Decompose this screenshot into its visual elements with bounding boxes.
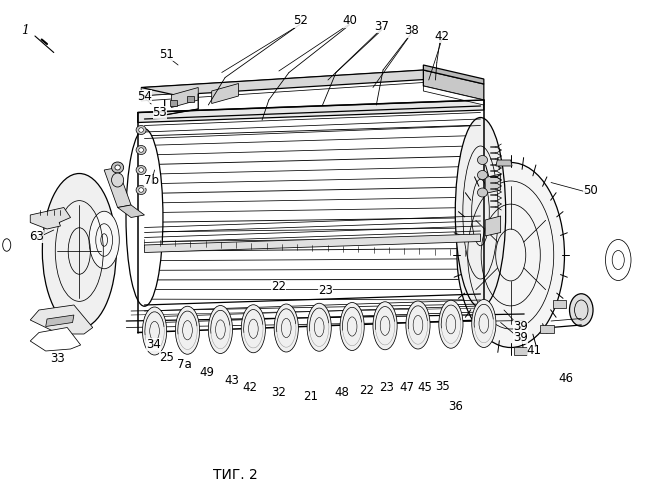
Text: 39: 39 bbox=[513, 320, 528, 332]
Text: 43: 43 bbox=[224, 374, 239, 388]
Ellipse shape bbox=[138, 188, 144, 192]
Polygon shape bbox=[485, 174, 501, 194]
Polygon shape bbox=[187, 96, 194, 102]
Ellipse shape bbox=[138, 168, 144, 172]
Ellipse shape bbox=[175, 306, 200, 354]
Text: 7a: 7a bbox=[177, 358, 192, 372]
Ellipse shape bbox=[439, 300, 463, 348]
Text: 39: 39 bbox=[513, 331, 528, 344]
Text: 7b: 7b bbox=[144, 174, 159, 188]
Ellipse shape bbox=[457, 162, 564, 348]
Polygon shape bbox=[212, 84, 239, 103]
Ellipse shape bbox=[136, 126, 146, 134]
Ellipse shape bbox=[373, 302, 397, 350]
Polygon shape bbox=[540, 326, 554, 334]
Polygon shape bbox=[171, 88, 198, 108]
Ellipse shape bbox=[136, 146, 146, 154]
Ellipse shape bbox=[136, 166, 146, 174]
Text: 1: 1 bbox=[22, 24, 30, 36]
Ellipse shape bbox=[112, 162, 124, 173]
Polygon shape bbox=[553, 300, 566, 308]
Text: 33: 33 bbox=[50, 352, 65, 366]
Ellipse shape bbox=[340, 302, 364, 350]
Text: 21: 21 bbox=[303, 390, 318, 402]
Polygon shape bbox=[144, 234, 480, 252]
Polygon shape bbox=[138, 100, 484, 122]
Polygon shape bbox=[30, 305, 93, 334]
Ellipse shape bbox=[455, 118, 505, 308]
Text: 23: 23 bbox=[379, 381, 394, 394]
Polygon shape bbox=[485, 216, 501, 236]
Text: 63: 63 bbox=[30, 230, 44, 242]
Polygon shape bbox=[423, 86, 484, 105]
Polygon shape bbox=[141, 70, 423, 96]
Polygon shape bbox=[30, 208, 71, 229]
Ellipse shape bbox=[208, 306, 233, 354]
Polygon shape bbox=[423, 70, 484, 100]
Polygon shape bbox=[514, 346, 528, 354]
Text: 40: 40 bbox=[342, 14, 357, 28]
Text: 52: 52 bbox=[294, 14, 308, 28]
Text: 48: 48 bbox=[334, 386, 349, 399]
Ellipse shape bbox=[477, 170, 487, 179]
Text: 51: 51 bbox=[159, 48, 174, 60]
Text: 41: 41 bbox=[527, 344, 542, 358]
Ellipse shape bbox=[605, 240, 631, 281]
Polygon shape bbox=[141, 78, 423, 101]
Text: 23: 23 bbox=[319, 284, 333, 298]
Polygon shape bbox=[423, 65, 484, 84]
Ellipse shape bbox=[42, 174, 116, 328]
Ellipse shape bbox=[406, 301, 430, 349]
Polygon shape bbox=[496, 160, 512, 166]
Text: 42: 42 bbox=[243, 381, 257, 394]
Polygon shape bbox=[118, 205, 144, 218]
Polygon shape bbox=[104, 168, 131, 207]
Text: 37: 37 bbox=[374, 20, 389, 32]
Text: 46: 46 bbox=[558, 372, 573, 386]
Text: 47: 47 bbox=[399, 381, 414, 394]
Text: 22: 22 bbox=[359, 384, 374, 396]
Text: 53: 53 bbox=[153, 106, 167, 119]
Ellipse shape bbox=[274, 304, 298, 352]
Text: 50: 50 bbox=[583, 184, 597, 198]
Polygon shape bbox=[170, 100, 177, 105]
Text: 54: 54 bbox=[137, 90, 152, 102]
Ellipse shape bbox=[472, 300, 496, 348]
Text: 45: 45 bbox=[417, 381, 432, 394]
Ellipse shape bbox=[112, 173, 124, 187]
Text: 38: 38 bbox=[404, 24, 419, 38]
Ellipse shape bbox=[477, 156, 487, 164]
Text: 35: 35 bbox=[435, 380, 450, 392]
Polygon shape bbox=[46, 315, 74, 326]
Ellipse shape bbox=[115, 165, 120, 170]
Text: 42: 42 bbox=[435, 30, 450, 43]
Ellipse shape bbox=[241, 304, 265, 353]
Ellipse shape bbox=[569, 294, 593, 326]
Text: 22: 22 bbox=[271, 280, 286, 292]
Polygon shape bbox=[30, 328, 81, 351]
Ellipse shape bbox=[126, 128, 163, 306]
Ellipse shape bbox=[136, 186, 146, 194]
Polygon shape bbox=[141, 70, 457, 95]
Ellipse shape bbox=[89, 211, 120, 269]
Text: 49: 49 bbox=[200, 366, 214, 379]
Ellipse shape bbox=[477, 188, 487, 197]
Ellipse shape bbox=[142, 307, 167, 355]
Text: ΤИГ. 2: ΤИГ. 2 bbox=[213, 468, 257, 482]
Ellipse shape bbox=[138, 148, 144, 152]
Text: 34: 34 bbox=[146, 338, 161, 350]
Text: 25: 25 bbox=[159, 351, 174, 364]
Text: 36: 36 bbox=[448, 400, 463, 412]
Text: 32: 32 bbox=[271, 386, 286, 399]
Ellipse shape bbox=[138, 128, 144, 132]
Ellipse shape bbox=[307, 303, 331, 351]
